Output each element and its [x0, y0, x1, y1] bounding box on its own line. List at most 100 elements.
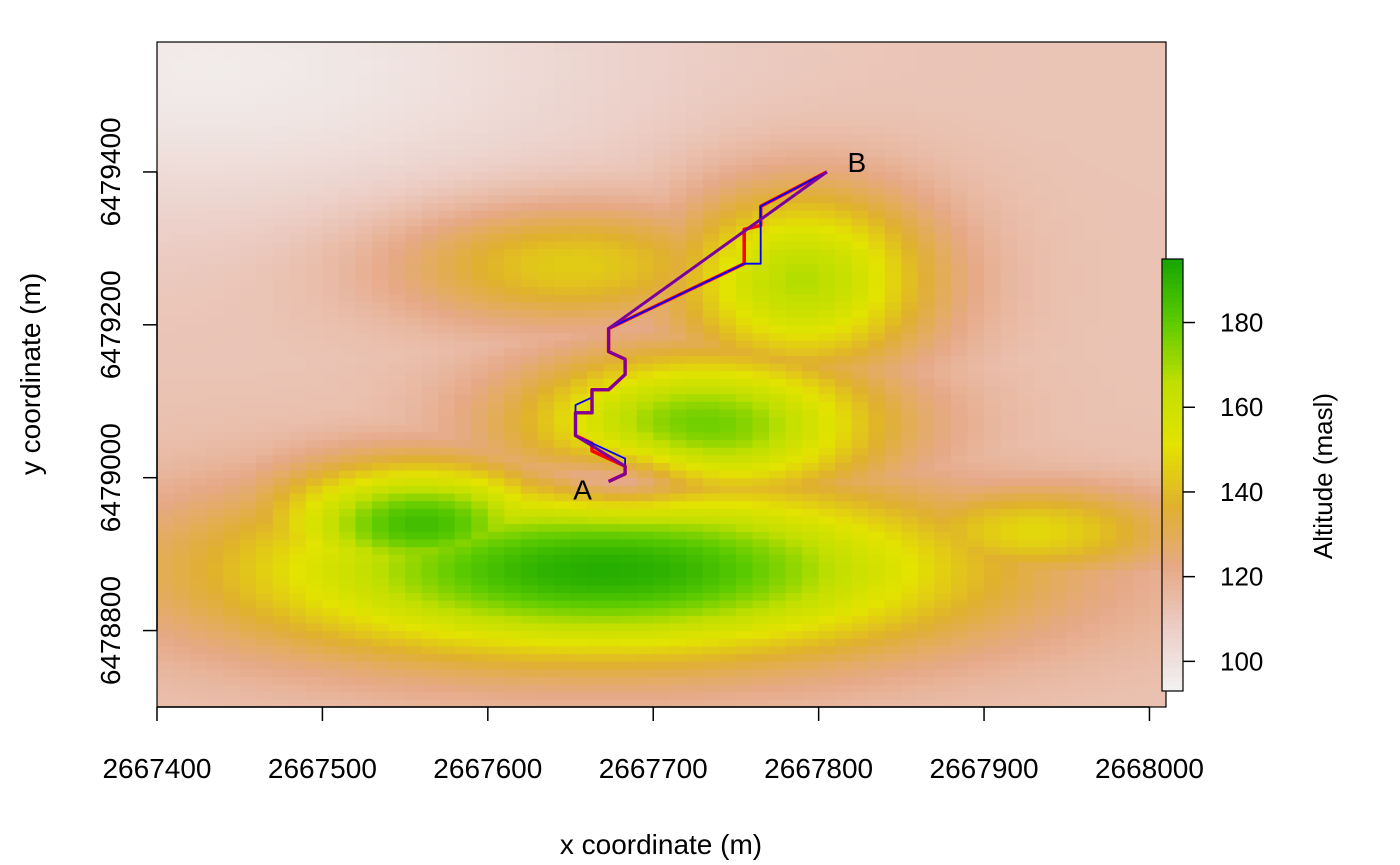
raster-cell: [818, 187, 836, 196]
raster-cell: [901, 317, 919, 326]
raster-cell: [256, 500, 274, 509]
raster-cell: [272, 103, 290, 112]
raster-cell: [884, 615, 902, 624]
raster-cell: [752, 110, 770, 120]
raster-cell: [305, 133, 324, 142]
raster-cell: [487, 149, 505, 158]
raster-cell: [305, 385, 324, 395]
raster-cell: [851, 668, 869, 678]
raster-cell: [537, 424, 555, 433]
raster-cell: [272, 462, 290, 471]
raster-cell: [173, 225, 191, 234]
raster-cell: [553, 546, 572, 555]
raster-cell: [587, 569, 605, 578]
raster-cell: [504, 164, 522, 173]
raster-cell: [223, 462, 241, 471]
raster-cell: [405, 676, 423, 685]
raster-cell: [769, 49, 787, 58]
raster-cell: [305, 317, 324, 326]
raster-cell: [868, 523, 886, 532]
raster-cell: [157, 317, 175, 326]
raster-cell: [603, 607, 621, 616]
raster-cell: [1000, 370, 1018, 379]
raster-cell: [372, 179, 390, 188]
raster-cell: [421, 607, 439, 616]
raster-cell: [322, 592, 340, 601]
raster-cell: [372, 210, 390, 219]
raster-cell: [802, 324, 820, 334]
raster-cell: [769, 210, 787, 219]
raster-cell: [157, 187, 175, 196]
raster-cell: [256, 271, 274, 280]
raster-cell: [1033, 309, 1051, 318]
raster-cell: [471, 317, 489, 326]
raster-cell: [636, 286, 654, 295]
raster-cell: [1050, 378, 1068, 387]
raster-cell: [372, 171, 390, 181]
raster-cell: [1066, 340, 1084, 349]
raster-cell: [471, 263, 489, 272]
raster-cell: [669, 691, 687, 700]
raster-cell: [802, 424, 820, 433]
raster-cell: [504, 80, 522, 89]
raster-cell: [355, 470, 373, 479]
raster-cell: [190, 141, 208, 150]
raster-cell: [769, 454, 787, 463]
raster-cell: [223, 470, 241, 479]
raster-cell: [1066, 676, 1084, 685]
raster-cell: [338, 393, 357, 402]
raster-cell: [206, 72, 224, 81]
raster-cell: [835, 370, 853, 379]
raster-cell: [1083, 363, 1101, 372]
raster-cell: [719, 561, 737, 571]
raster-cell: [702, 385, 720, 395]
raster-cell: [438, 378, 456, 387]
raster-cell: [305, 149, 324, 158]
raster-cell: [735, 607, 754, 616]
raster-cell: [984, 676, 1002, 685]
raster-cell: [620, 141, 638, 150]
raster-cell: [504, 691, 522, 700]
raster-cell: [438, 454, 456, 463]
raster-cell: [1017, 95, 1035, 104]
raster-cell: [471, 57, 489, 66]
raster-cell: [388, 80, 406, 89]
raster-cell: [338, 233, 357, 242]
raster-cell: [239, 133, 257, 142]
raster-cell: [884, 187, 902, 196]
raster-cell: [603, 630, 621, 639]
raster-cell: [206, 531, 224, 540]
raster-cell: [1017, 607, 1035, 616]
raster-cell: [421, 133, 439, 142]
raster-cell: [157, 561, 175, 571]
raster-cell: [884, 210, 902, 219]
raster-cell: [553, 256, 572, 265]
raster-cell: [686, 592, 704, 601]
raster-cell: [305, 42, 324, 51]
raster-cell: [289, 599, 307, 609]
raster-cell: [537, 80, 555, 89]
raster-cell: [570, 515, 588, 525]
raster-cell: [1083, 49, 1101, 58]
raster-cell: [570, 110, 588, 120]
raster-cell: [1099, 500, 1117, 509]
raster-cell: [1000, 523, 1018, 532]
raster-cell: [1083, 133, 1101, 142]
raster-cell: [603, 271, 621, 280]
raster-cell: [322, 554, 340, 563]
raster-cell: [520, 470, 539, 479]
raster-cell: [1099, 462, 1117, 471]
raster-cell: [272, 42, 290, 51]
raster-cell: [1066, 401, 1084, 410]
raster-cell: [338, 607, 357, 616]
raster-cell: [372, 57, 390, 66]
raster-cell: [686, 118, 704, 127]
raster-cell: [173, 500, 191, 509]
raster-cell: [1050, 569, 1068, 578]
raster-cell: [686, 385, 704, 395]
raster-cell: [157, 569, 175, 578]
raster-cell: [239, 187, 257, 196]
raster-cell: [950, 408, 969, 418]
raster-cell: [636, 317, 654, 326]
raster-cell: [702, 416, 720, 425]
